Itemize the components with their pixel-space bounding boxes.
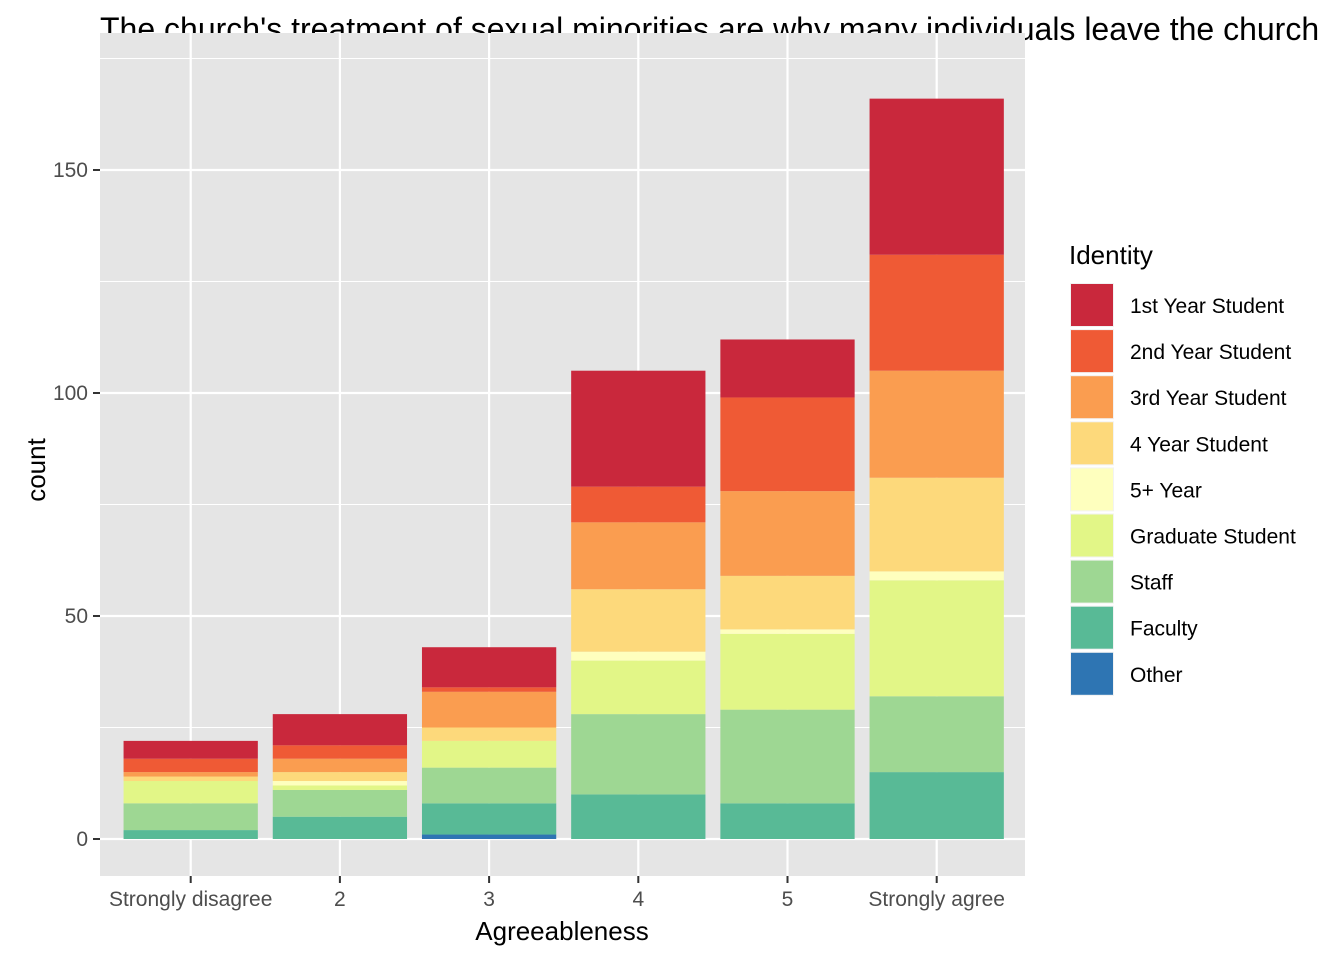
- bar-segment: [272, 789, 408, 817]
- bar-segment: [869, 571, 1004, 581]
- bar-segment: [571, 714, 706, 795]
- bar-segment: [123, 776, 258, 782]
- bar-segment: [123, 772, 258, 777]
- bar-segment: [123, 803, 258, 831]
- bar-segment: [571, 660, 706, 715]
- x-tick-label: 4: [632, 888, 644, 911]
- bar-segment: [571, 486, 706, 523]
- bar-segment: [272, 714, 408, 746]
- y-tick-label: 150: [53, 159, 88, 182]
- legend-key: [1071, 284, 1113, 326]
- legend-key: [1071, 514, 1113, 557]
- legend-label: 5+ Year: [1130, 479, 1202, 502]
- bar-segment: [123, 758, 258, 773]
- bar-segment: [720, 633, 855, 710]
- legend-key: [1071, 468, 1113, 511]
- bar-segment: [421, 767, 557, 804]
- bar-segment: [720, 397, 855, 492]
- legend-label: 3rd Year Student: [1130, 387, 1287, 410]
- legend-title: Identity: [1069, 240, 1153, 270]
- bar-segment: [272, 781, 408, 786]
- bar-segment: [272, 785, 408, 790]
- bar-segment: [869, 370, 1004, 478]
- legend-key: [1071, 560, 1113, 603]
- bar-segment: [421, 691, 557, 728]
- bar-segment: [720, 491, 855, 576]
- y-axis-title: count: [21, 437, 51, 501]
- y-tick-label: 0: [76, 828, 88, 851]
- bar-segment: [272, 745, 408, 759]
- bar-segment: [421, 740, 557, 768]
- legend-label: 1st Year Student: [1130, 295, 1284, 318]
- legend-label: Staff: [1130, 572, 1173, 595]
- legend: Identity 1st Year Student 2nd Year Studen…: [1069, 240, 1296, 696]
- x-tick-label: 2: [334, 888, 346, 911]
- bar-segment: [571, 589, 706, 652]
- bar-segment: [123, 830, 258, 839]
- x-axis-title: Agreeableness: [475, 916, 648, 946]
- bar-segment: [421, 803, 557, 835]
- x-tick-label: 5: [782, 888, 794, 911]
- legend-key: [1071, 422, 1113, 465]
- legend-label: Graduate Student: [1130, 526, 1296, 549]
- legend-label: 2nd Year Student: [1130, 341, 1291, 364]
- legend-key: [1071, 376, 1113, 419]
- legend-key: [1071, 606, 1113, 649]
- legend-key: [1071, 652, 1113, 695]
- bar-segment: [272, 816, 408, 839]
- bar-segment: [571, 522, 706, 590]
- legend-label: Faculty: [1130, 618, 1198, 641]
- y-tick-label: 100: [53, 382, 88, 405]
- x-tick-label: 3: [483, 888, 495, 911]
- bar-segment: [720, 339, 855, 398]
- bar-segment: [421, 647, 557, 688]
- bar-segment: [720, 709, 855, 804]
- bar-segment: [869, 98, 1004, 255]
- bar-segment: [421, 727, 557, 741]
- bar-segment: [272, 758, 408, 773]
- bar-segment: [421, 687, 557, 692]
- x-tick-label: Strongly disagree: [109, 888, 272, 911]
- legend-label: Other: [1130, 664, 1183, 687]
- bar-segment: [720, 575, 855, 630]
- bar-segment: [869, 772, 1004, 839]
- bar-segment: [571, 651, 706, 661]
- bar-segment: [720, 803, 855, 839]
- axes: 0 50 100 150 Strongly disagree 2 3 4 5 Strongly a…: [53, 159, 1005, 911]
- bar-segment: [123, 740, 258, 759]
- bar-segment: [421, 834, 557, 839]
- x-tick-label: Strongly agree: [868, 888, 1005, 911]
- bar-segment: [869, 580, 1004, 697]
- bar-segment: [869, 696, 1004, 773]
- y-tick-label: 50: [65, 605, 88, 628]
- bar-segment: [869, 254, 1004, 371]
- bar-segment: [720, 629, 855, 634]
- bar-segment: [571, 794, 706, 839]
- bars: [123, 98, 1004, 839]
- legend-label: 4 Year Student: [1130, 433, 1268, 456]
- bar-segment: [869, 477, 1004, 572]
- bar-segment: [123, 781, 258, 804]
- bar-segment: [571, 370, 706, 487]
- bar-segment: [272, 772, 408, 782]
- legend-key: [1071, 330, 1113, 373]
